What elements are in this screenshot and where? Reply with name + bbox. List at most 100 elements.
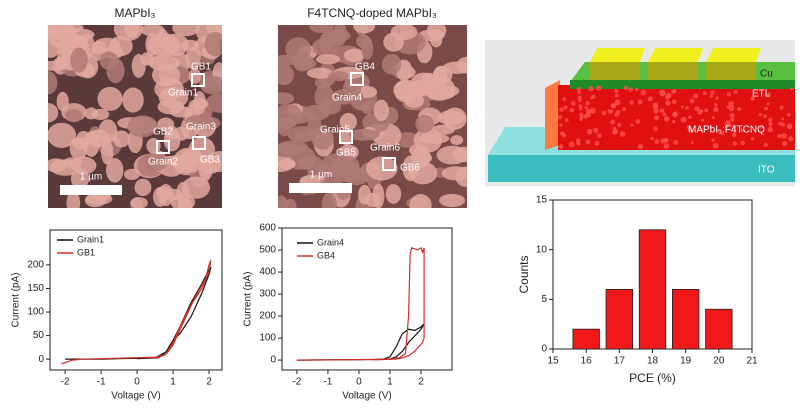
series-line bbox=[296, 246, 425, 361]
y-tick-label: 200 bbox=[27, 260, 44, 271]
grain bbox=[409, 193, 432, 208]
y-tick-label: 100 bbox=[259, 333, 276, 344]
layer-label: ETL bbox=[752, 89, 771, 100]
grain-label: Grain5 bbox=[320, 125, 350, 136]
grain bbox=[278, 92, 295, 105]
dot bbox=[623, 85, 629, 91]
grain bbox=[361, 101, 374, 115]
grain bbox=[105, 158, 124, 183]
dot bbox=[732, 141, 738, 146]
grain bbox=[395, 132, 421, 148]
grain bbox=[278, 64, 295, 86]
dot bbox=[781, 140, 788, 147]
dot bbox=[665, 95, 670, 100]
x-tick-label: 16 bbox=[581, 356, 593, 367]
grain bbox=[112, 130, 130, 148]
dot bbox=[781, 122, 786, 127]
grain bbox=[292, 51, 313, 72]
dot bbox=[709, 94, 714, 98]
grain bbox=[344, 48, 365, 63]
y-tick-label: 300 bbox=[259, 289, 276, 300]
dot bbox=[663, 143, 670, 149]
y-tick-label: 50 bbox=[33, 330, 45, 341]
grain-label: GB1 bbox=[191, 62, 211, 73]
dot bbox=[568, 141, 575, 148]
grain bbox=[180, 149, 193, 170]
perovskite-side bbox=[545, 80, 560, 150]
grain bbox=[91, 108, 110, 120]
layer-label: Cu bbox=[760, 69, 773, 80]
dot bbox=[619, 131, 626, 137]
grain bbox=[134, 178, 152, 197]
dot bbox=[739, 127, 743, 132]
y-axis-label: Current (pA) bbox=[11, 272, 22, 327]
grain bbox=[455, 166, 467, 187]
legend-label: Grain4 bbox=[317, 237, 344, 247]
x-tick-label: 0 bbox=[134, 377, 140, 388]
dot bbox=[564, 118, 569, 123]
dot bbox=[559, 123, 563, 127]
dot bbox=[767, 126, 773, 133]
dot bbox=[579, 107, 583, 111]
panel-title: F4TCNQ-doped MAPbI₃ bbox=[307, 6, 437, 20]
y-tick-label: 15 bbox=[536, 195, 548, 206]
bar bbox=[638, 229, 667, 350]
grain bbox=[70, 47, 88, 73]
grain bbox=[437, 110, 465, 125]
ito bbox=[488, 155, 795, 182]
dot bbox=[614, 93, 619, 98]
perovskite bbox=[558, 85, 795, 150]
dot bbox=[694, 106, 700, 112]
grains bbox=[278, 25, 467, 208]
x-tick-label: -1 bbox=[323, 377, 332, 388]
dot bbox=[578, 104, 583, 109]
grain bbox=[278, 159, 296, 170]
y-tick-label: 10 bbox=[536, 244, 548, 255]
grain bbox=[309, 25, 334, 34]
grain-label: GB6 bbox=[400, 163, 420, 174]
dot bbox=[781, 117, 785, 121]
dot bbox=[610, 109, 614, 113]
dot bbox=[730, 117, 735, 122]
dot bbox=[584, 106, 588, 110]
scale-label: 1 µm bbox=[310, 170, 332, 181]
grain bbox=[383, 32, 404, 52]
dot bbox=[610, 119, 616, 125]
dot bbox=[779, 105, 784, 110]
dot bbox=[731, 124, 736, 129]
series-line bbox=[65, 266, 212, 360]
dot bbox=[660, 138, 666, 144]
y-tick-label: 0 bbox=[541, 344, 547, 355]
dot bbox=[680, 116, 687, 123]
dot bbox=[781, 133, 788, 139]
grain bbox=[48, 60, 69, 71]
grain bbox=[100, 140, 114, 165]
dot bbox=[710, 90, 715, 95]
grain bbox=[48, 103, 59, 123]
dot bbox=[737, 107, 742, 112]
grain bbox=[306, 67, 334, 79]
grain bbox=[204, 151, 222, 173]
dot bbox=[629, 100, 634, 105]
dot bbox=[615, 109, 621, 115]
x-tick-label: -2 bbox=[61, 377, 70, 388]
y-tick-label: 5 bbox=[541, 294, 547, 305]
dot bbox=[640, 89, 647, 96]
grain bbox=[430, 32, 443, 48]
x-tick-label: 0 bbox=[356, 377, 362, 388]
x-tick-label: 20 bbox=[713, 356, 725, 367]
dot bbox=[688, 127, 694, 133]
grain-label: Grain4 bbox=[332, 93, 362, 104]
dot bbox=[586, 128, 593, 135]
grain bbox=[381, 53, 402, 75]
probe-square bbox=[339, 130, 353, 144]
dot bbox=[614, 99, 621, 106]
grain bbox=[315, 54, 340, 65]
layer-label: ITO bbox=[758, 165, 775, 176]
grain bbox=[83, 131, 100, 157]
dot bbox=[659, 89, 666, 96]
layer-label: MAPbI₃:F4TCNQ bbox=[688, 125, 765, 136]
x-tick-label: 15 bbox=[547, 356, 559, 367]
dot bbox=[758, 112, 763, 117]
bar bbox=[605, 288, 633, 350]
